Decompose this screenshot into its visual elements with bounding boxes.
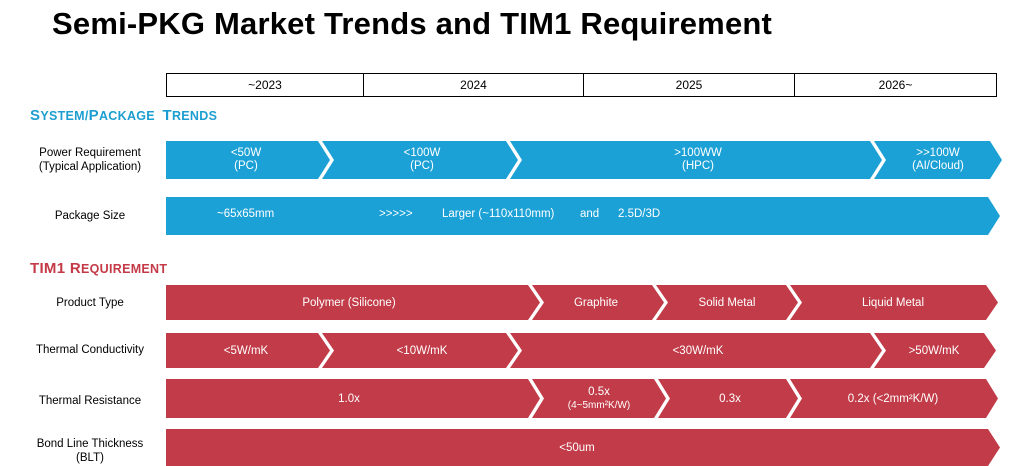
slide-title: Semi-PKG Market Trends and TIM1 Requirem…	[52, 6, 773, 41]
product-type-liquid-metal: Liquid Metal	[861, 296, 924, 309]
row-label-bond-line-thickness: Bond Line Thickness (BLT)	[36, 438, 144, 464]
power-segment-2: <100W (PC)	[403, 147, 441, 172]
row-label-thermal-conductivity: Thermal Conductivity	[35, 344, 144, 356]
product-type-solid-metal: Solid Metal	[698, 296, 756, 309]
system-package-trends-heading: SYSTEM/PACKAGE TRENDS	[30, 107, 218, 124]
power-segment-3: >100WW (HPC)	[674, 147, 722, 172]
conductivity-segment-3: <30W/mK	[672, 344, 724, 357]
year-cell-2024: 2024	[364, 74, 584, 96]
resistance-segment-1: 1.0x	[338, 392, 360, 405]
product-type-polymer: Polymer (Silicone)	[302, 296, 396, 309]
row-label-package-size: Package Size	[54, 210, 126, 222]
row-label-power-requirement: Power Requirement (Typical Application)	[38, 147, 142, 173]
package-size-current: ~65x65mm	[217, 208, 275, 220]
power-segment-1: <50W (PC)	[230, 147, 262, 172]
conductivity-segment-4: >50W/mK	[908, 344, 960, 357]
product-type-graphite: Graphite	[573, 296, 619, 309]
power-segment-4: >>100W (AI/Cloud)	[912, 147, 964, 172]
conductivity-segment-1: <5W/mK	[223, 344, 269, 357]
year-cell-2025: 2025	[584, 74, 795, 96]
year-cell-2026: 2026~	[878, 78, 913, 92]
tim1-requirement-heading: TIM1 REQUIREMENT	[30, 260, 168, 277]
blt-segment: <50um	[559, 441, 595, 454]
resistance-segment-2: 0.5x (4~5mm²K/W)	[567, 386, 631, 411]
year-cell-2023: ~2023	[167, 74, 364, 96]
timeline-header: ~2023 2024 2025 2026~	[166, 73, 997, 97]
package-size-arrow-text: >>>>>	[379, 208, 413, 220]
row-label-product-type: Product Type	[56, 297, 124, 309]
package-size-and: and	[580, 208, 600, 220]
package-size-25d-3d: 2.5D/3D	[618, 208, 661, 220]
row-label-thermal-resistance: Thermal Resistance	[38, 395, 142, 407]
resistance-segment-3: 0.3x	[719, 392, 741, 405]
resistance-segment-4: 0.2x (<2mm²K/W)	[847, 392, 939, 405]
package-size-larger: Larger (~110x110mm)	[442, 208, 555, 220]
conductivity-segment-2: <10W/mK	[396, 344, 448, 357]
